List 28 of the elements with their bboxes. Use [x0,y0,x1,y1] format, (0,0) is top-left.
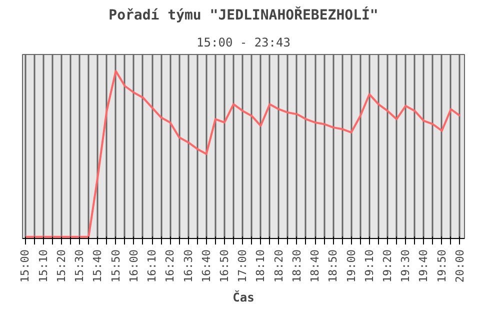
chart-subtitle: 15:00 - 23:43 [196,36,290,50]
x-tick-label: 15:00 [18,249,32,283]
x-tick-label: 15:30 [73,249,86,283]
x-tick-label: 18:20 [272,249,286,283]
x-tick-label: 19:00 [344,249,358,283]
x-tick-label: 18:30 [290,249,304,283]
x-tick-label: 16:20 [164,249,177,283]
chart-title: Pořadí týmu "JEDLINAHOŘEBEZHOLÍ" [108,6,378,24]
x-tick-label: 16:00 [127,249,140,283]
x-tick-label: 19:40 [417,249,430,283]
x-tick-label: 18:10 [254,249,268,283]
x-tick-label: 16:30 [182,249,195,283]
x-tick-label: 18:40 [308,249,322,283]
x-tick-label: 20:00 [453,249,466,283]
x-tick-label: 16:50 [218,249,231,283]
x-tick-label: 16:10 [146,249,159,283]
x-tick-label: 15:40 [91,249,104,283]
x-tick-label: 19:50 [435,249,448,283]
x-tick-label: 16:40 [200,249,213,283]
x-tick-label: 15:20 [54,249,68,283]
x-tick-label: 19:20 [381,249,394,283]
x-tick-label: 19:10 [362,249,376,283]
x-tick-label: 18:50 [326,249,340,283]
x-tick-label: 17:00 [236,249,250,283]
x-tick-label: 15:10 [36,249,50,283]
x-axis-title: Čas [232,290,254,305]
x-tick-label: 19:30 [399,249,412,283]
x-tick-label: 15:50 [109,249,122,283]
